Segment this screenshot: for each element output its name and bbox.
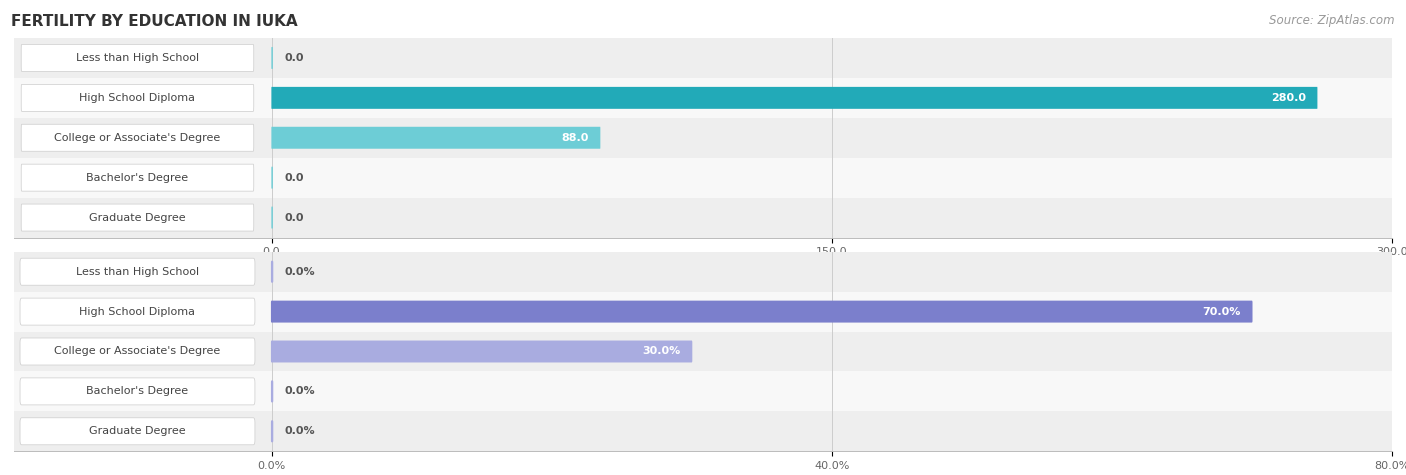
Text: College or Associate's Degree: College or Associate's Degree (55, 346, 221, 357)
Text: Graduate Degree: Graduate Degree (89, 426, 186, 437)
FancyBboxPatch shape (21, 124, 253, 151)
Text: 70.0%: 70.0% (1202, 306, 1240, 317)
Text: Bachelor's Degree: Bachelor's Degree (86, 172, 188, 183)
FancyBboxPatch shape (271, 127, 600, 149)
Text: 0.0%: 0.0% (285, 266, 315, 277)
Text: 0.0%: 0.0% (285, 426, 315, 437)
Text: 0.0: 0.0 (285, 172, 305, 183)
Text: 0.0%: 0.0% (285, 386, 315, 397)
Text: 280.0: 280.0 (1271, 93, 1306, 103)
Text: 0.0: 0.0 (285, 53, 305, 63)
Bar (14, 118, 1392, 158)
Text: Less than High School: Less than High School (76, 266, 200, 277)
FancyBboxPatch shape (271, 207, 273, 228)
FancyBboxPatch shape (20, 298, 254, 325)
Text: 0.0: 0.0 (285, 212, 305, 223)
FancyBboxPatch shape (20, 338, 254, 365)
FancyBboxPatch shape (271, 380, 273, 402)
Text: High School Diploma: High School Diploma (80, 306, 195, 317)
FancyBboxPatch shape (21, 164, 253, 191)
Bar (14, 252, 1392, 292)
Text: FERTILITY BY EDUCATION IN IUKA: FERTILITY BY EDUCATION IN IUKA (11, 14, 298, 29)
Bar (14, 371, 1392, 411)
FancyBboxPatch shape (271, 47, 273, 69)
FancyBboxPatch shape (20, 258, 254, 285)
FancyBboxPatch shape (20, 378, 254, 405)
FancyBboxPatch shape (271, 420, 273, 442)
Text: Source: ZipAtlas.com: Source: ZipAtlas.com (1270, 14, 1395, 27)
FancyBboxPatch shape (271, 301, 1253, 323)
Bar (14, 411, 1392, 451)
Text: 30.0%: 30.0% (643, 346, 681, 357)
FancyBboxPatch shape (271, 167, 273, 189)
Bar (14, 198, 1392, 238)
Text: 88.0: 88.0 (561, 133, 589, 143)
Text: College or Associate's Degree: College or Associate's Degree (55, 133, 221, 143)
FancyBboxPatch shape (271, 341, 692, 362)
FancyBboxPatch shape (271, 261, 273, 283)
Bar (14, 332, 1392, 371)
FancyBboxPatch shape (21, 85, 253, 111)
Text: High School Diploma: High School Diploma (80, 93, 195, 103)
Bar (14, 292, 1392, 332)
Bar (14, 38, 1392, 78)
FancyBboxPatch shape (21, 204, 253, 231)
FancyBboxPatch shape (20, 418, 254, 445)
Text: Graduate Degree: Graduate Degree (89, 212, 186, 223)
Text: Less than High School: Less than High School (76, 53, 200, 63)
FancyBboxPatch shape (271, 87, 1317, 109)
Bar (14, 78, 1392, 118)
Text: Bachelor's Degree: Bachelor's Degree (86, 386, 188, 397)
FancyBboxPatch shape (21, 45, 253, 71)
Bar (14, 158, 1392, 198)
